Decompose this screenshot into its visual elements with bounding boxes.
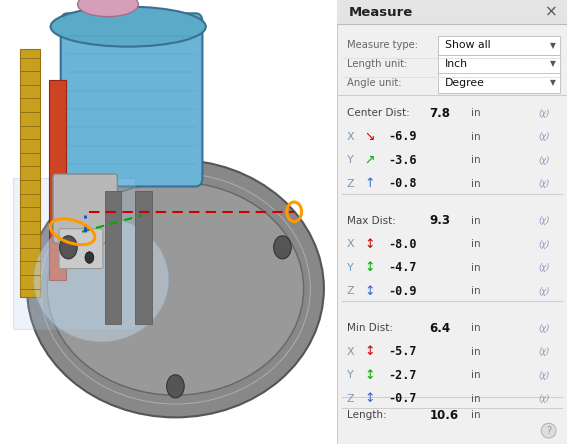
Text: in: in [471, 216, 480, 226]
Text: ▼: ▼ [551, 41, 556, 50]
Circle shape [167, 375, 184, 398]
FancyBboxPatch shape [438, 55, 560, 74]
FancyBboxPatch shape [53, 174, 117, 243]
Text: Measure: Measure [349, 6, 413, 19]
FancyBboxPatch shape [337, 0, 567, 444]
Text: in: in [471, 132, 480, 142]
Text: in: in [471, 286, 480, 296]
Text: X: X [346, 132, 354, 142]
Text: in: in [471, 370, 480, 380]
Circle shape [60, 236, 77, 259]
Text: 6.4: 6.4 [429, 321, 450, 335]
Circle shape [85, 252, 94, 263]
Text: -4.7: -4.7 [388, 261, 416, 274]
Text: -3.6: -3.6 [388, 154, 416, 167]
Text: -8.0: -8.0 [388, 238, 416, 251]
Text: X: X [346, 239, 354, 249]
Text: -5.7: -5.7 [388, 345, 416, 358]
Text: (χ): (χ) [538, 263, 550, 272]
Text: 7.8: 7.8 [429, 107, 450, 120]
Text: in: in [471, 323, 480, 333]
Text: ?: ? [546, 426, 551, 436]
Text: ↗: ↗ [364, 154, 375, 167]
Text: (χ): (χ) [538, 179, 550, 188]
Text: Z: Z [346, 179, 354, 189]
FancyBboxPatch shape [135, 191, 152, 324]
Ellipse shape [34, 218, 169, 342]
Text: (χ): (χ) [538, 216, 550, 225]
Text: 9.3: 9.3 [429, 214, 450, 227]
FancyBboxPatch shape [337, 0, 567, 24]
FancyBboxPatch shape [438, 73, 560, 93]
Text: ↕: ↕ [364, 285, 375, 298]
Text: Y: Y [346, 263, 353, 273]
Text: Length unit:: Length unit: [346, 59, 407, 69]
Text: ↑: ↑ [364, 177, 375, 190]
Text: in: in [471, 410, 480, 420]
Ellipse shape [50, 7, 206, 47]
Text: in: in [471, 155, 480, 165]
Text: (χ): (χ) [538, 324, 550, 333]
FancyBboxPatch shape [59, 229, 103, 269]
FancyBboxPatch shape [104, 191, 121, 324]
Text: Z: Z [346, 286, 354, 296]
Text: Max Dist:: Max Dist: [346, 216, 395, 226]
Text: Length:: Length: [346, 410, 386, 420]
Text: (χ): (χ) [538, 394, 550, 403]
Text: ▼: ▼ [551, 59, 556, 68]
Text: in: in [471, 394, 480, 404]
Text: -0.9: -0.9 [388, 285, 416, 298]
Text: in: in [471, 239, 480, 249]
Text: Min Dist:: Min Dist: [346, 323, 392, 333]
FancyBboxPatch shape [49, 80, 66, 280]
Text: ▼: ▼ [551, 78, 556, 87]
Text: ×: × [544, 5, 557, 20]
Ellipse shape [27, 160, 324, 417]
Text: Inch: Inch [445, 59, 468, 69]
Text: ↘: ↘ [364, 130, 375, 143]
Text: X: X [346, 347, 354, 357]
Text: Y: Y [346, 370, 353, 380]
Text: ↕: ↕ [364, 369, 375, 382]
Text: Center Dist:: Center Dist: [346, 108, 409, 118]
Ellipse shape [47, 182, 304, 395]
Text: (χ): (χ) [538, 132, 550, 141]
Ellipse shape [78, 0, 138, 16]
Text: (χ): (χ) [538, 156, 550, 165]
Text: ↕: ↕ [364, 261, 375, 274]
Text: in: in [471, 263, 480, 273]
Text: in: in [471, 108, 480, 118]
Text: Degree: Degree [445, 78, 485, 87]
Text: (χ): (χ) [538, 109, 550, 118]
Text: (χ): (χ) [538, 287, 550, 296]
Text: (χ): (χ) [538, 347, 550, 356]
FancyBboxPatch shape [14, 178, 135, 329]
Text: Show all: Show all [445, 40, 491, 50]
FancyBboxPatch shape [438, 36, 560, 56]
FancyBboxPatch shape [20, 49, 40, 297]
Text: ↕: ↕ [364, 345, 375, 358]
Text: 10.6: 10.6 [429, 408, 458, 422]
Text: ↕: ↕ [364, 392, 375, 405]
Text: Angle unit:: Angle unit: [346, 78, 401, 87]
Text: Z: Z [346, 394, 354, 404]
Text: -2.7: -2.7 [388, 369, 416, 382]
Text: (χ): (χ) [538, 240, 550, 249]
Text: -0.7: -0.7 [388, 392, 416, 405]
Text: -0.8: -0.8 [388, 177, 416, 190]
Text: ↕: ↕ [364, 238, 375, 251]
Text: Measure type:: Measure type: [346, 40, 417, 50]
Text: -6.9: -6.9 [388, 130, 416, 143]
Text: Y: Y [346, 155, 353, 165]
Text: in: in [471, 179, 480, 189]
Text: (χ): (χ) [538, 371, 550, 380]
Circle shape [274, 236, 291, 259]
Text: in: in [471, 347, 480, 357]
FancyBboxPatch shape [61, 13, 202, 186]
